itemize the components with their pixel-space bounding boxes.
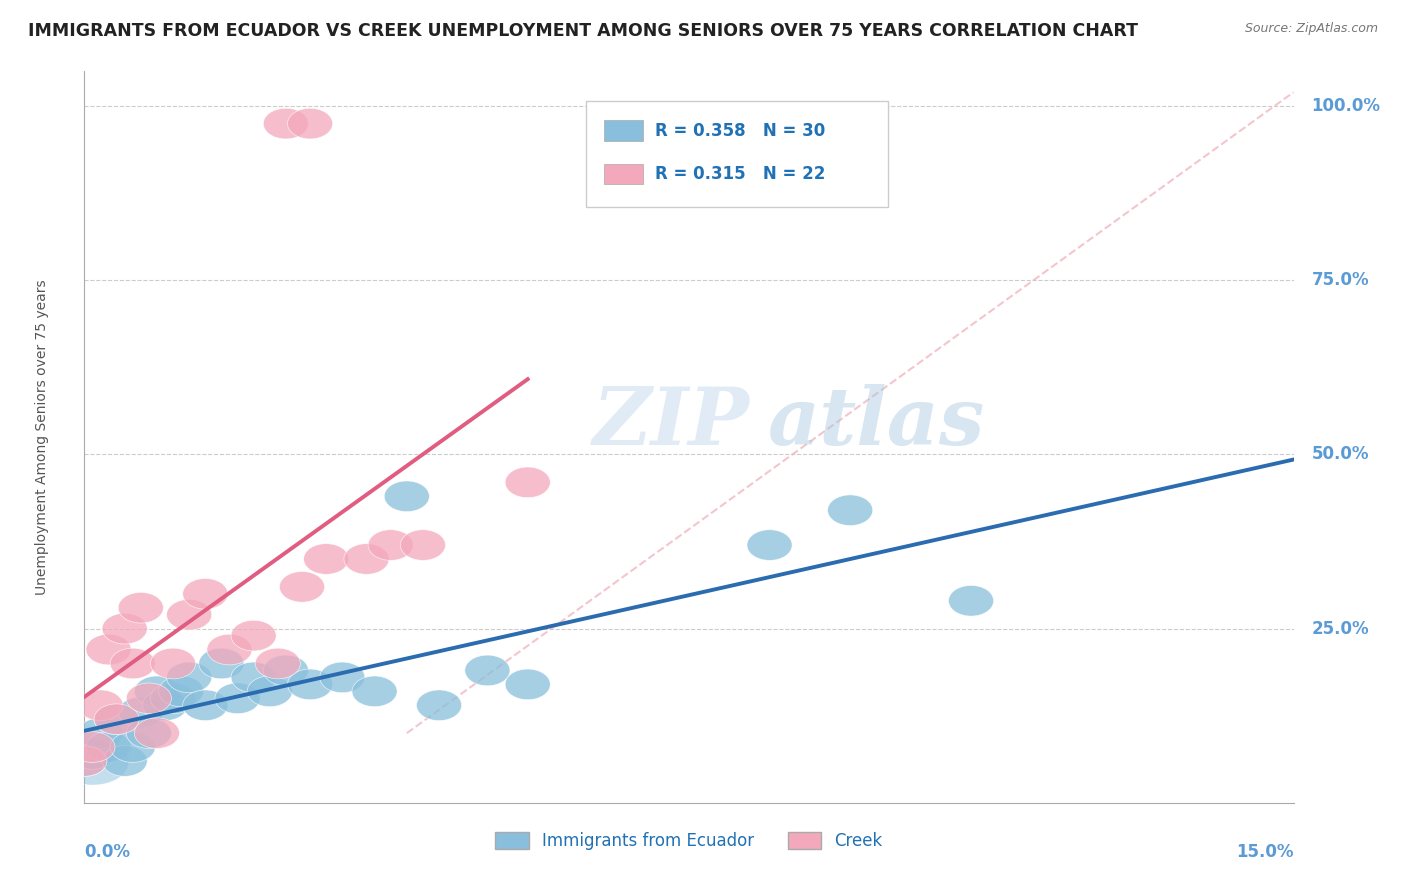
Text: Unemployment Among Seniors over 75 years: Unemployment Among Seniors over 75 years: [35, 279, 49, 595]
Text: R = 0.315   N = 22: R = 0.315 N = 22: [655, 165, 825, 183]
FancyBboxPatch shape: [605, 163, 643, 184]
Ellipse shape: [416, 690, 461, 721]
Ellipse shape: [62, 746, 107, 776]
Ellipse shape: [118, 592, 163, 624]
Ellipse shape: [256, 648, 301, 679]
Ellipse shape: [86, 634, 131, 665]
Ellipse shape: [198, 648, 245, 679]
Ellipse shape: [183, 579, 228, 609]
Ellipse shape: [77, 718, 124, 748]
Ellipse shape: [263, 108, 308, 139]
Ellipse shape: [747, 530, 792, 560]
Text: Source: ZipAtlas.com: Source: ZipAtlas.com: [1244, 22, 1378, 36]
Ellipse shape: [247, 676, 292, 706]
Ellipse shape: [135, 718, 180, 748]
FancyBboxPatch shape: [605, 120, 643, 141]
Ellipse shape: [56, 739, 129, 785]
Ellipse shape: [287, 669, 333, 699]
Ellipse shape: [828, 495, 873, 525]
Ellipse shape: [287, 108, 333, 139]
Ellipse shape: [150, 648, 195, 679]
Ellipse shape: [215, 683, 260, 714]
Ellipse shape: [384, 481, 429, 512]
Ellipse shape: [110, 648, 155, 679]
Text: 100.0%: 100.0%: [1312, 97, 1381, 115]
Ellipse shape: [368, 530, 413, 560]
Ellipse shape: [159, 676, 204, 706]
Legend: Immigrants from Ecuador, Creek: Immigrants from Ecuador, Creek: [489, 825, 889, 856]
Ellipse shape: [231, 620, 276, 651]
Ellipse shape: [103, 614, 148, 644]
Ellipse shape: [401, 530, 446, 560]
Ellipse shape: [94, 704, 139, 734]
Ellipse shape: [103, 746, 148, 776]
Text: 15.0%: 15.0%: [1236, 843, 1294, 861]
Ellipse shape: [110, 731, 155, 763]
Ellipse shape: [86, 731, 131, 763]
Ellipse shape: [344, 543, 389, 574]
Ellipse shape: [62, 746, 107, 776]
Ellipse shape: [150, 683, 195, 714]
Ellipse shape: [465, 655, 510, 686]
Ellipse shape: [183, 690, 228, 721]
Ellipse shape: [505, 467, 550, 498]
Ellipse shape: [207, 634, 252, 665]
Ellipse shape: [94, 704, 139, 734]
Text: 50.0%: 50.0%: [1312, 445, 1369, 464]
Ellipse shape: [70, 731, 115, 763]
Ellipse shape: [77, 690, 124, 721]
Ellipse shape: [352, 676, 396, 706]
Ellipse shape: [304, 543, 349, 574]
Ellipse shape: [70, 739, 115, 770]
Text: IMMIGRANTS FROM ECUADOR VS CREEK UNEMPLOYMENT AMONG SENIORS OVER 75 YEARS CORREL: IMMIGRANTS FROM ECUADOR VS CREEK UNEMPLO…: [28, 22, 1137, 40]
Ellipse shape: [127, 683, 172, 714]
Ellipse shape: [166, 599, 212, 630]
Text: R = 0.358   N = 30: R = 0.358 N = 30: [655, 121, 825, 140]
FancyBboxPatch shape: [586, 101, 889, 207]
Ellipse shape: [135, 676, 180, 706]
Ellipse shape: [263, 655, 308, 686]
Ellipse shape: [280, 572, 325, 602]
Ellipse shape: [949, 585, 994, 616]
Ellipse shape: [118, 697, 163, 728]
Text: atlas: atlas: [768, 384, 986, 461]
Ellipse shape: [231, 662, 276, 693]
Ellipse shape: [505, 669, 550, 699]
Text: 25.0%: 25.0%: [1312, 620, 1369, 638]
Text: 0.0%: 0.0%: [84, 843, 131, 861]
Ellipse shape: [142, 690, 187, 721]
Text: 75.0%: 75.0%: [1312, 271, 1369, 289]
Ellipse shape: [127, 718, 172, 748]
Ellipse shape: [319, 662, 366, 693]
Ellipse shape: [166, 662, 212, 693]
Text: ZIP: ZIP: [592, 384, 749, 461]
